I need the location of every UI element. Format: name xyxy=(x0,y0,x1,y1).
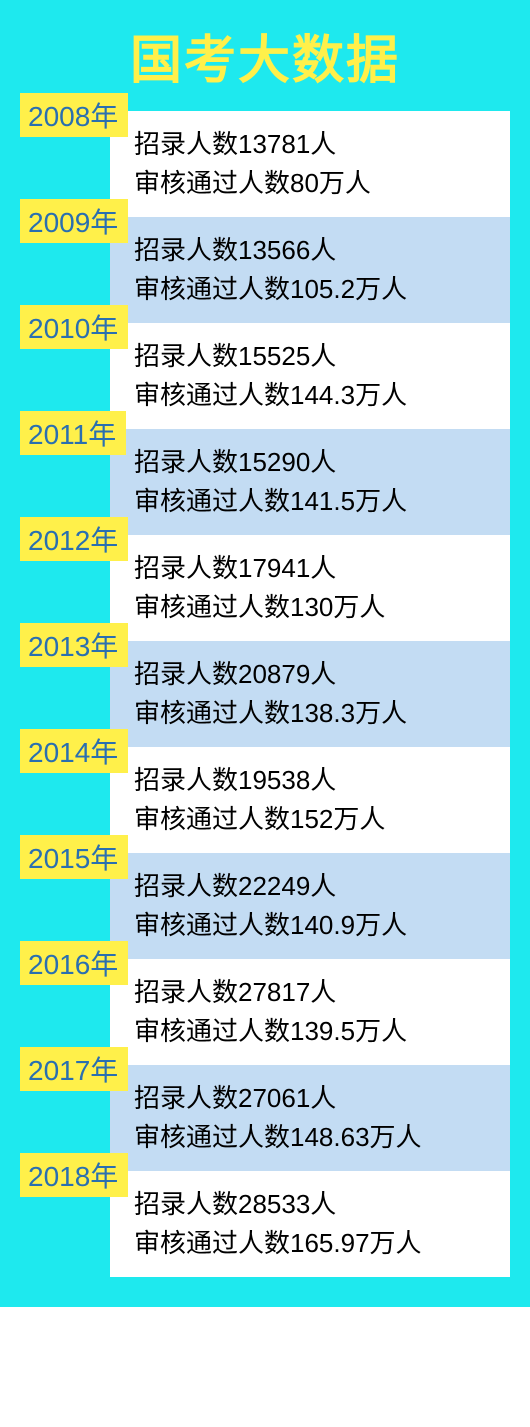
year-tag: 2016年 xyxy=(20,941,128,985)
table-row: 2016年招录人数27817人审核通过人数139.5万人 xyxy=(110,959,510,1065)
table-row: 2014年招录人数19538人审核通过人数152万人 xyxy=(110,747,510,853)
year-tag: 2015年 xyxy=(20,835,128,879)
recruit-count: 招录人数15290人 xyxy=(134,443,510,482)
year-tag: 2014年 xyxy=(20,729,128,773)
year-tag: 2017年 xyxy=(20,1047,128,1091)
recruit-count: 招录人数20879人 xyxy=(134,655,510,694)
approved-count: 审核通过人数165.97万人 xyxy=(134,1224,510,1263)
table-row: 2012年招录人数17941人审核通过人数130万人 xyxy=(110,535,510,641)
approved-count: 审核通过人数138.3万人 xyxy=(134,694,510,733)
year-tag: 2009年 xyxy=(20,199,128,243)
recruit-count: 招录人数28533人 xyxy=(134,1185,510,1224)
infographic-container: 国考大数据 2008年招录人数13781人审核通过人数80万人2009年招录人数… xyxy=(0,0,530,1307)
approved-count: 审核通过人数148.63万人 xyxy=(134,1118,510,1157)
year-tag: 2018年 xyxy=(20,1153,128,1197)
recruit-count: 招录人数13566人 xyxy=(134,231,510,270)
table-row: 2009年招录人数13566人审核通过人数105.2万人 xyxy=(110,217,510,323)
year-tag: 2013年 xyxy=(20,623,128,667)
year-tag: 2012年 xyxy=(20,517,128,561)
approved-count: 审核通过人数80万人 xyxy=(134,164,510,203)
approved-count: 审核通过人数152万人 xyxy=(134,800,510,839)
table-row: 2010年招录人数15525人审核通过人数144.3万人 xyxy=(110,323,510,429)
approved-count: 审核通过人数141.5万人 xyxy=(134,482,510,521)
year-tag: 2011年 xyxy=(20,411,126,455)
approved-count: 审核通过人数139.5万人 xyxy=(134,1012,510,1051)
approved-count: 审核通过人数105.2万人 xyxy=(134,270,510,309)
table-row: 2015年招录人数22249人审核通过人数140.9万人 xyxy=(110,853,510,959)
recruit-count: 招录人数13781人 xyxy=(134,125,510,164)
approved-count: 审核通过人数140.9万人 xyxy=(134,906,510,945)
recruit-count: 招录人数17941人 xyxy=(134,549,510,588)
recruit-count: 招录人数19538人 xyxy=(134,761,510,800)
table-row: 2017年招录人数27061人审核通过人数148.63万人 xyxy=(110,1065,510,1171)
table-row: 2013年招录人数20879人审核通过人数138.3万人 xyxy=(110,641,510,747)
recruit-count: 招录人数27817人 xyxy=(134,973,510,1012)
year-tag: 2008年 xyxy=(20,93,128,137)
recruit-count: 招录人数22249人 xyxy=(134,867,510,906)
table-row: 2011年招录人数15290人审核通过人数141.5万人 xyxy=(110,429,510,535)
year-tag: 2010年 xyxy=(20,305,128,349)
approved-count: 审核通过人数130万人 xyxy=(134,588,510,627)
table-row: 2018年招录人数28533人审核通过人数165.97万人 xyxy=(110,1171,510,1277)
recruit-count: 招录人数27061人 xyxy=(134,1079,510,1118)
approved-count: 审核通过人数144.3万人 xyxy=(134,376,510,415)
data-rows: 2008年招录人数13781人审核通过人数80万人2009年招录人数13566人… xyxy=(20,111,510,1277)
recruit-count: 招录人数15525人 xyxy=(134,337,510,376)
table-row: 2008年招录人数13781人审核通过人数80万人 xyxy=(110,111,510,217)
main-title: 国考大数据 xyxy=(20,18,510,93)
